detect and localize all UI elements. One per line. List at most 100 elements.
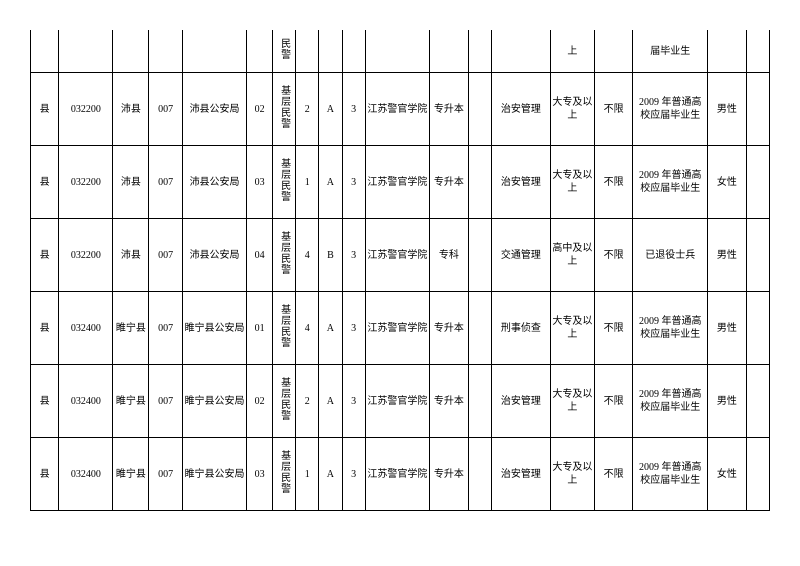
cell bbox=[113, 30, 149, 73]
cell: 睢宁县 bbox=[113, 292, 149, 365]
cell: 女性 bbox=[708, 146, 747, 219]
cell: 3 bbox=[342, 146, 365, 219]
cell bbox=[468, 73, 491, 146]
cell bbox=[468, 292, 491, 365]
cell: 基层民警 bbox=[272, 146, 295, 219]
cell: 1 bbox=[296, 438, 319, 511]
cell: 02 bbox=[247, 73, 273, 146]
cell: 3 bbox=[342, 73, 365, 146]
cell bbox=[319, 30, 342, 73]
cell: 沛县 bbox=[113, 219, 149, 292]
cell bbox=[468, 146, 491, 219]
cell: 2 bbox=[296, 73, 319, 146]
cell bbox=[365, 30, 429, 73]
cell: 专升本 bbox=[430, 146, 469, 219]
cell: 大专及以上 bbox=[551, 292, 595, 365]
cell: 睢宁县 bbox=[113, 365, 149, 438]
cell: 大专及以上 bbox=[551, 146, 595, 219]
cell: 基层民警 bbox=[272, 73, 295, 146]
cell bbox=[296, 30, 319, 73]
cell: 03 bbox=[247, 438, 273, 511]
cell: 01 bbox=[247, 292, 273, 365]
cell: A bbox=[319, 438, 342, 511]
cell: 县 bbox=[31, 146, 59, 219]
cell bbox=[491, 30, 550, 73]
cell: B bbox=[319, 219, 342, 292]
cell bbox=[746, 365, 769, 438]
cell: 专升本 bbox=[430, 365, 469, 438]
cell bbox=[746, 438, 769, 511]
table-row: 县032400睢宁县007睢宁县公安局03基层民警1A3江苏警官学院专升本治安管… bbox=[31, 438, 770, 511]
cell bbox=[468, 30, 491, 73]
cell: 032200 bbox=[59, 219, 113, 292]
cell bbox=[746, 292, 769, 365]
cell bbox=[342, 30, 365, 73]
cell: 县 bbox=[31, 73, 59, 146]
cell: 上 bbox=[551, 30, 595, 73]
cell bbox=[149, 30, 182, 73]
cell: 1 bbox=[296, 146, 319, 219]
cell: 专升本 bbox=[430, 73, 469, 146]
cell: 江苏警官学院 bbox=[365, 146, 429, 219]
cell: 治安管理 bbox=[491, 438, 550, 511]
cell: 大专及以上 bbox=[551, 365, 595, 438]
cell: 男性 bbox=[708, 73, 747, 146]
cell: 3 bbox=[342, 365, 365, 438]
cell: 江苏警官学院 bbox=[365, 292, 429, 365]
cell: 专升本 bbox=[430, 292, 469, 365]
cell: 2009 年普通高校应届毕业生 bbox=[633, 438, 708, 511]
cell bbox=[430, 30, 469, 73]
cell bbox=[746, 30, 769, 73]
cell: 治安管理 bbox=[491, 365, 550, 438]
cell: 基层民警 bbox=[272, 438, 295, 511]
cell bbox=[594, 30, 633, 73]
cell: 沛县公安局 bbox=[182, 73, 246, 146]
cell: 2 bbox=[296, 365, 319, 438]
cell bbox=[247, 30, 273, 73]
cell: 沛县公安局 bbox=[182, 219, 246, 292]
cell: A bbox=[319, 73, 342, 146]
cell: 007 bbox=[149, 146, 182, 219]
cell: 007 bbox=[149, 219, 182, 292]
cell: 不限 bbox=[594, 146, 633, 219]
cell: 032400 bbox=[59, 438, 113, 511]
cell bbox=[746, 73, 769, 146]
cell: A bbox=[319, 146, 342, 219]
cell: 4 bbox=[296, 292, 319, 365]
cell: 基层民警 bbox=[272, 365, 295, 438]
cell: 治安管理 bbox=[491, 73, 550, 146]
cell: A bbox=[319, 292, 342, 365]
cell: 届毕业生 bbox=[633, 30, 708, 73]
cell bbox=[468, 365, 491, 438]
recruitment-table: 民警上届毕业生县032200沛县007沛县公安局02基层民警2A3江苏警官学院专… bbox=[30, 30, 770, 511]
cell: 刑事侦查 bbox=[491, 292, 550, 365]
cell: 民警 bbox=[272, 30, 295, 73]
cell: 高中及以上 bbox=[551, 219, 595, 292]
cell: 县 bbox=[31, 365, 59, 438]
cell: 007 bbox=[149, 292, 182, 365]
cell: 县 bbox=[31, 438, 59, 511]
cell: 女性 bbox=[708, 438, 747, 511]
cell: 男性 bbox=[708, 219, 747, 292]
cell bbox=[708, 30, 747, 73]
cell: 不限 bbox=[594, 219, 633, 292]
cell: 大专及以上 bbox=[551, 438, 595, 511]
cell: 2009 年普通高校应届毕业生 bbox=[633, 365, 708, 438]
cell: 3 bbox=[342, 219, 365, 292]
cell bbox=[468, 219, 491, 292]
cell bbox=[31, 30, 59, 73]
cell: 007 bbox=[149, 365, 182, 438]
cell: 不限 bbox=[594, 438, 633, 511]
table-row: 县032200沛县007沛县公安局03基层民警1A3江苏警官学院专升本治安管理大… bbox=[31, 146, 770, 219]
cell: 交通管理 bbox=[491, 219, 550, 292]
cell: 沛县 bbox=[113, 146, 149, 219]
cell: 睢宁县 bbox=[113, 438, 149, 511]
cell: A bbox=[319, 365, 342, 438]
table-row: 县032200沛县007沛县公安局04基层民警4B3江苏警官学院专科交通管理高中… bbox=[31, 219, 770, 292]
cell: 睢宁县公安局 bbox=[182, 438, 246, 511]
cell: 男性 bbox=[708, 365, 747, 438]
cell: 江苏警官学院 bbox=[365, 73, 429, 146]
cell: 032400 bbox=[59, 292, 113, 365]
table-row: 县032400睢宁县007睢宁县公安局01基层民警4A3江苏警官学院专升本刑事侦… bbox=[31, 292, 770, 365]
cell bbox=[746, 146, 769, 219]
